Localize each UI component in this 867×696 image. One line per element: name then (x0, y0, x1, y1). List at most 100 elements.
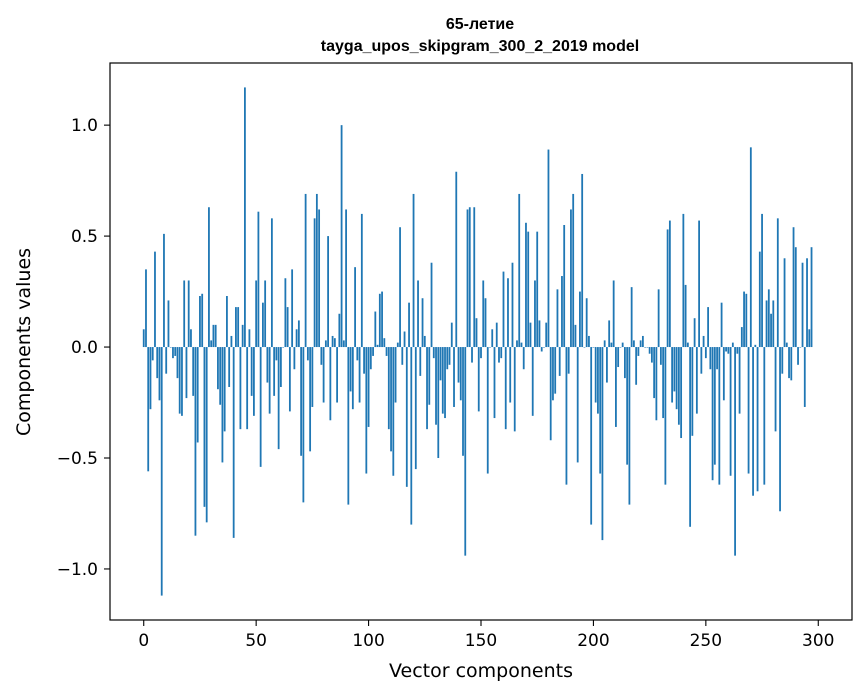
bar (736, 347, 739, 354)
bar (347, 347, 350, 505)
bar (426, 347, 428, 430)
bar (540, 347, 543, 352)
bar (349, 347, 352, 392)
bar (790, 347, 793, 381)
bar (659, 347, 662, 365)
y-tick-label: 0.5 (71, 227, 98, 247)
bar (450, 322, 453, 348)
bar (653, 347, 656, 399)
bar (455, 171, 458, 348)
bar (246, 347, 249, 430)
bar (208, 207, 210, 348)
bar (160, 347, 163, 596)
bar (628, 347, 631, 505)
bar (781, 347, 784, 374)
bar (626, 347, 629, 465)
bar (754, 344, 757, 348)
bar (302, 347, 305, 503)
bar (776, 218, 779, 348)
bar (190, 329, 192, 348)
bar (729, 347, 732, 476)
bar (223, 347, 226, 432)
bar (482, 280, 485, 348)
bar (244, 87, 246, 348)
bar (711, 347, 714, 481)
bar (549, 347, 552, 441)
bar (217, 347, 219, 390)
bar (378, 293, 381, 348)
bar (731, 342, 734, 348)
bar (288, 347, 291, 412)
bar (154, 251, 156, 348)
x-axis-ticks: 0 50 100 150 200 250 300 (138, 620, 834, 651)
bar (338, 313, 341, 348)
bar (363, 347, 365, 374)
bar (686, 342, 689, 348)
bar (606, 347, 608, 383)
bar (419, 347, 422, 376)
bar (262, 302, 264, 348)
bar (163, 233, 165, 348)
bar (183, 280, 186, 348)
bar (572, 193, 575, 348)
bar (734, 347, 736, 556)
bar (169, 347, 172, 348)
chart-title-line2: tayga_upos_skipgram_300_2_2019 model (321, 38, 639, 55)
bar (158, 347, 161, 401)
bar (486, 347, 489, 474)
bar (210, 340, 213, 348)
bar (693, 318, 696, 348)
bar (689, 347, 692, 527)
bar (498, 347, 500, 363)
bar (740, 327, 743, 348)
bar (646, 347, 649, 348)
bar (417, 280, 419, 348)
bar (264, 280, 267, 348)
bar (522, 347, 525, 370)
bar (403, 331, 406, 348)
bar (718, 347, 721, 485)
bar (275, 347, 278, 361)
bar (716, 347, 718, 370)
bar (340, 125, 343, 348)
bar (599, 347, 602, 474)
bar (311, 347, 314, 407)
bar (516, 340, 518, 348)
bar (738, 347, 741, 414)
bar (767, 289, 770, 348)
bar (466, 209, 469, 348)
bar (293, 347, 296, 370)
bar (203, 347, 206, 507)
bar (779, 347, 781, 512)
bar (666, 229, 669, 348)
bar (803, 347, 806, 407)
bar (495, 322, 498, 348)
bar (633, 340, 635, 348)
bar (801, 262, 804, 348)
bar (529, 322, 532, 348)
bar (475, 318, 478, 348)
bar (399, 227, 401, 348)
bar (282, 347, 285, 348)
bar (239, 347, 242, 430)
bar (808, 329, 811, 348)
bar (165, 347, 168, 374)
bar (525, 222, 527, 348)
bar (677, 347, 680, 425)
bar (365, 347, 368, 474)
x-axis-label: Vector components (389, 660, 573, 682)
x-tick-label: 150 (465, 631, 497, 651)
bar (556, 289, 559, 348)
bar (266, 347, 269, 383)
bar (151, 347, 154, 361)
bar (408, 302, 410, 348)
bar (369, 347, 372, 370)
bar (561, 276, 563, 348)
bar (513, 347, 516, 432)
bar (324, 340, 327, 348)
bar (142, 329, 145, 348)
bar (297, 320, 300, 348)
bar (617, 347, 620, 368)
bar (722, 347, 725, 401)
